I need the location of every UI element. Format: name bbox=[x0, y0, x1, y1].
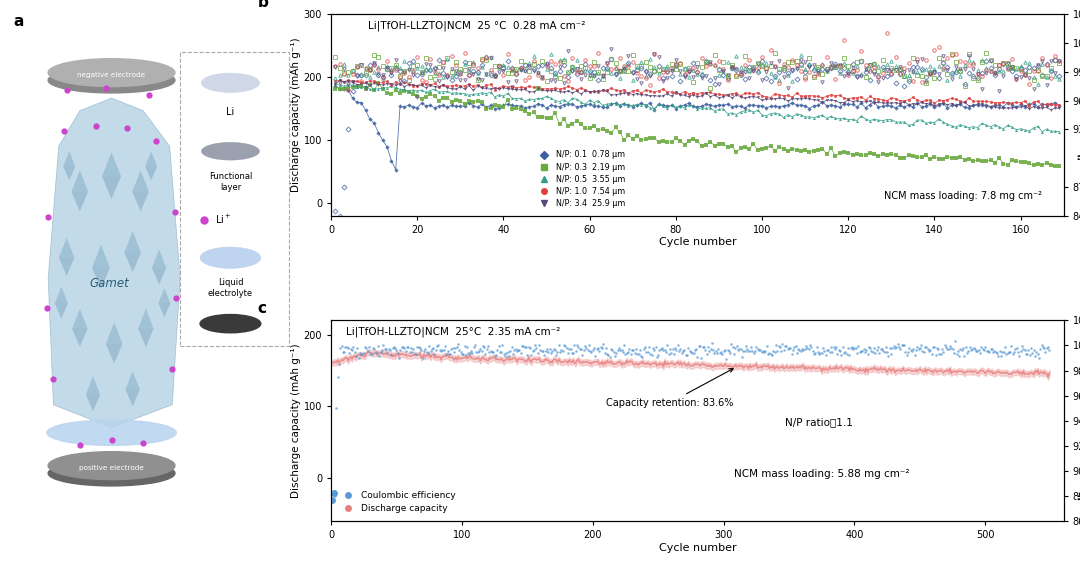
Text: c: c bbox=[258, 301, 267, 316]
Polygon shape bbox=[55, 286, 68, 319]
Text: Li|TfOH-LLZTO|NCM  25 °C  0.28 mA cm⁻²: Li|TfOH-LLZTO|NCM 25 °C 0.28 mA cm⁻² bbox=[367, 21, 585, 31]
Polygon shape bbox=[55, 286, 68, 303]
Text: a: a bbox=[14, 14, 24, 29]
Polygon shape bbox=[72, 309, 87, 329]
Polygon shape bbox=[64, 151, 76, 166]
Polygon shape bbox=[59, 238, 75, 276]
Y-axis label: Discharge capacity (mAh g⁻¹): Discharge capacity (mAh g⁻¹) bbox=[291, 343, 300, 498]
Ellipse shape bbox=[49, 58, 175, 87]
Polygon shape bbox=[59, 238, 75, 258]
Polygon shape bbox=[102, 152, 121, 199]
Legend: Coulombic efficiency, Discharge capacity: Coulombic efficiency, Discharge capacity bbox=[336, 487, 459, 517]
Ellipse shape bbox=[200, 315, 260, 333]
Polygon shape bbox=[145, 151, 157, 180]
X-axis label: Cycle number: Cycle number bbox=[659, 237, 737, 248]
Polygon shape bbox=[159, 288, 171, 303]
Polygon shape bbox=[92, 245, 110, 268]
Text: Li: Li bbox=[227, 107, 234, 117]
Ellipse shape bbox=[201, 73, 259, 92]
Polygon shape bbox=[64, 151, 76, 180]
Polygon shape bbox=[138, 309, 153, 347]
Polygon shape bbox=[132, 171, 149, 211]
Polygon shape bbox=[102, 152, 121, 176]
Polygon shape bbox=[152, 250, 166, 268]
Ellipse shape bbox=[46, 420, 176, 445]
Text: b: b bbox=[258, 0, 269, 10]
Polygon shape bbox=[86, 376, 100, 395]
Polygon shape bbox=[152, 250, 166, 285]
Polygon shape bbox=[71, 171, 89, 211]
Polygon shape bbox=[124, 231, 141, 272]
Ellipse shape bbox=[49, 461, 175, 486]
Legend: N/P: 0.1  0.78 μm, N/P: 0.3  2.19 μm, N/P: 0.5  3.55 μm, N/P: 1.0  7.54 μm, N/P:: N/P: 0.1 0.78 μm, N/P: 0.3 2.19 μm, N/P:… bbox=[532, 147, 629, 211]
FancyBboxPatch shape bbox=[180, 52, 288, 347]
Text: NCM mass loading: 5.88 mg cm⁻²: NCM mass loading: 5.88 mg cm⁻² bbox=[734, 469, 909, 479]
Polygon shape bbox=[145, 151, 157, 166]
Text: negative electrode: negative electrode bbox=[78, 72, 146, 78]
Ellipse shape bbox=[49, 452, 175, 480]
Text: N/P ratio：1.1: N/P ratio：1.1 bbox=[785, 417, 853, 427]
Ellipse shape bbox=[49, 68, 175, 93]
Text: Liquid
electrolyte: Liquid electrolyte bbox=[207, 278, 253, 298]
Ellipse shape bbox=[200, 247, 260, 268]
Text: Capacity retention: 83.6%: Capacity retention: 83.6% bbox=[606, 368, 733, 408]
Polygon shape bbox=[86, 376, 100, 411]
PathPatch shape bbox=[49, 98, 180, 427]
Polygon shape bbox=[106, 323, 122, 363]
Polygon shape bbox=[125, 371, 139, 406]
Polygon shape bbox=[71, 171, 89, 192]
Text: Functional
layer: Functional layer bbox=[208, 172, 252, 192]
Polygon shape bbox=[125, 371, 139, 390]
X-axis label: Cycle number: Cycle number bbox=[659, 543, 737, 554]
Polygon shape bbox=[106, 323, 122, 344]
Polygon shape bbox=[92, 245, 110, 289]
Ellipse shape bbox=[201, 142, 259, 160]
Text: LFP/NCM: LFP/NCM bbox=[211, 337, 251, 346]
Text: Li$^+$: Li$^+$ bbox=[215, 213, 231, 226]
Text: Li|TfOH-LLZTO|NCM  25°C  2.35 mA cm⁻²: Li|TfOH-LLZTO|NCM 25°C 2.35 mA cm⁻² bbox=[346, 326, 559, 337]
Text: Gamet: Gamet bbox=[89, 277, 129, 289]
Text: NCM mass loading: 7.8 mg cm⁻²: NCM mass loading: 7.8 mg cm⁻² bbox=[883, 191, 1042, 202]
Polygon shape bbox=[132, 171, 149, 192]
Text: positive electrode: positive electrode bbox=[79, 465, 144, 471]
Polygon shape bbox=[72, 309, 87, 347]
Polygon shape bbox=[138, 309, 153, 329]
Polygon shape bbox=[124, 231, 141, 253]
Y-axis label: Discharge capacity (mAh g⁻¹): Discharge capacity (mAh g⁻¹) bbox=[291, 38, 300, 193]
Polygon shape bbox=[159, 288, 171, 317]
